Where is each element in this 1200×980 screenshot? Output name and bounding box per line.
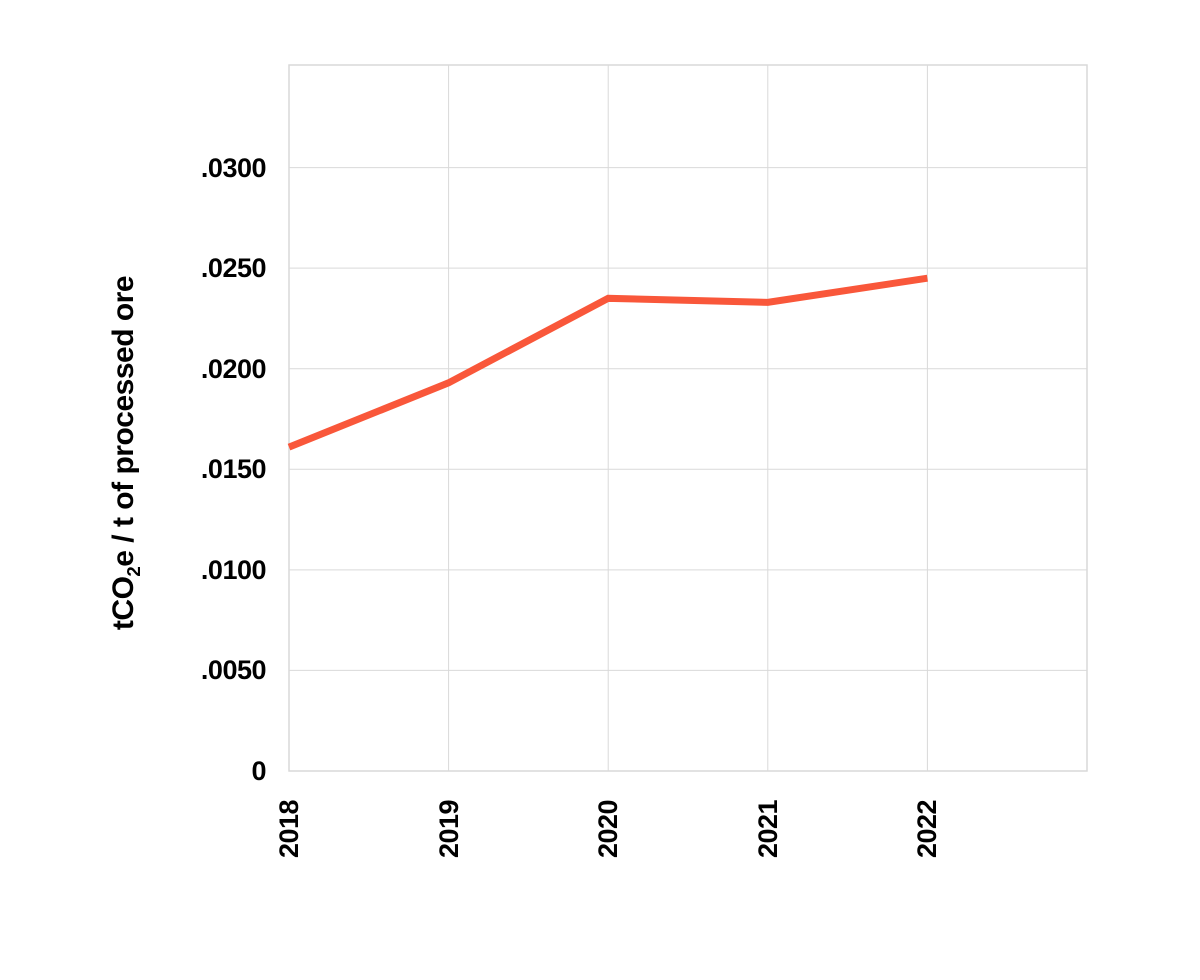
x-tick-label: 2022 (912, 799, 943, 858)
x-tick-label: 2018 (274, 799, 304, 858)
y-tick-label: .0100 (200, 554, 267, 585)
y-tick-label: .0250 (200, 253, 267, 284)
y-axis-title-post: e / t of processed ore (107, 275, 140, 567)
y-tick-label: .0300 (200, 152, 267, 183)
y-tick-label: .0150 (200, 454, 267, 485)
x-tick-label: 2020 (593, 799, 624, 858)
y-tick-label: 0 (251, 756, 266, 786)
y-tick-label: .0050 (200, 655, 267, 686)
y-tick-label: .0200 (200, 353, 267, 384)
x-tick-label: 2019 (433, 799, 464, 858)
emissions-intensity-line (287, 274, 928, 451)
x-tick-label: 2021 (752, 799, 783, 858)
plot-border (288, 64, 1088, 772)
